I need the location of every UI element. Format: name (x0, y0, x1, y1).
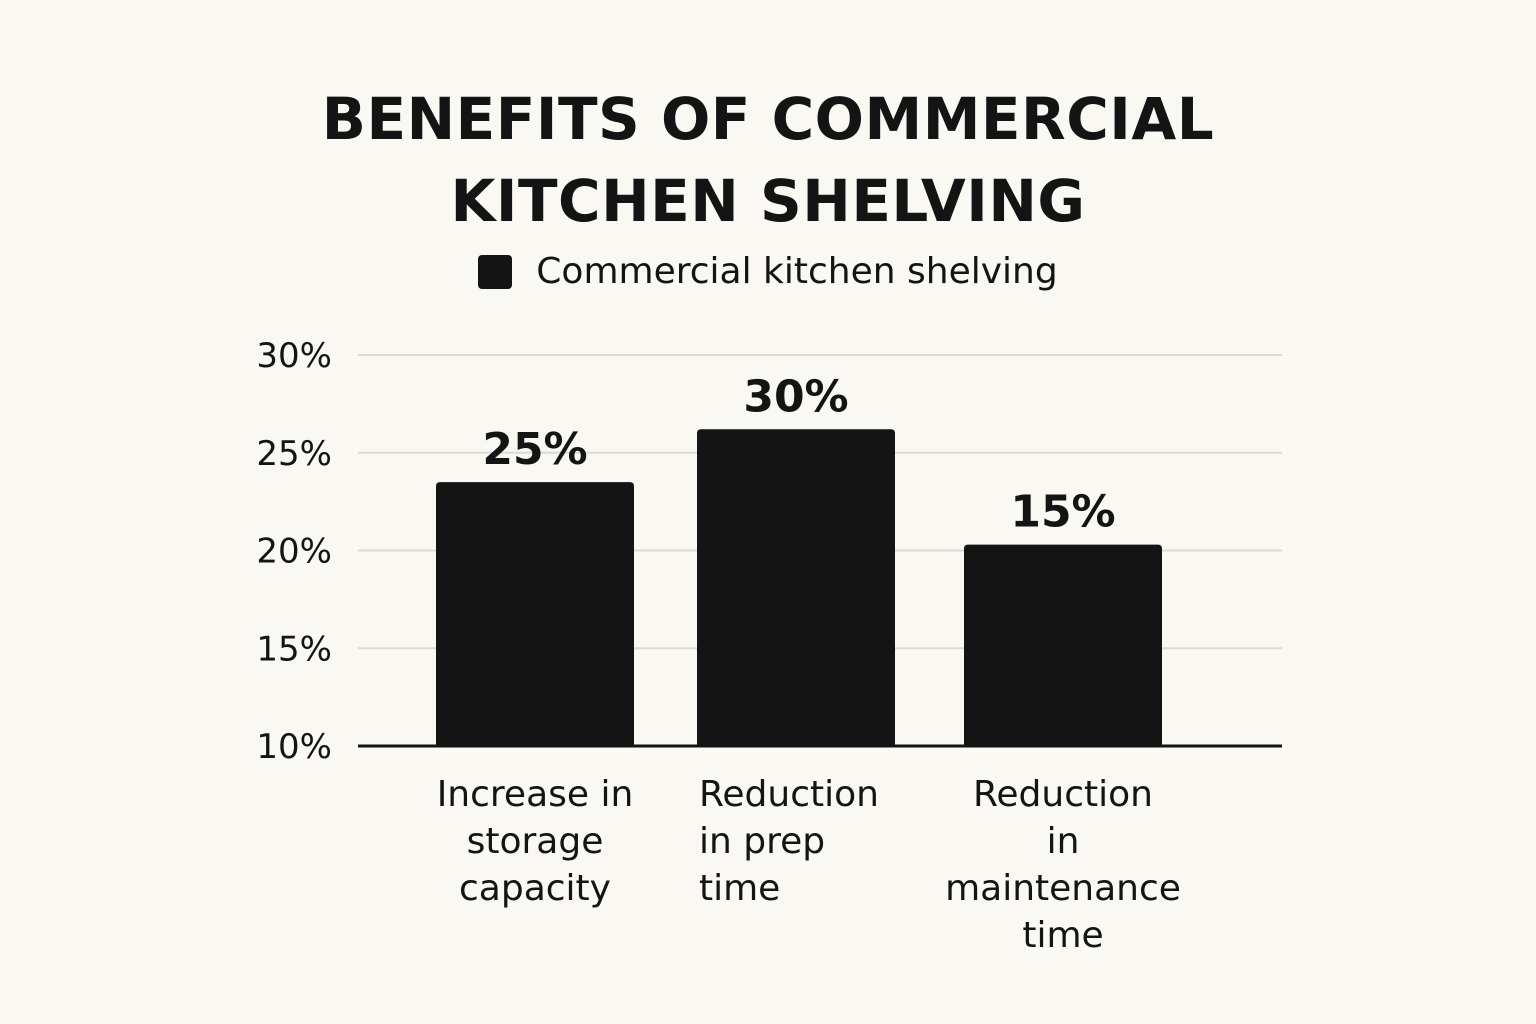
bar (697, 429, 895, 746)
category-label: Increase in storage capacity (437, 774, 634, 909)
category-label-line: storage (467, 821, 604, 862)
y-tick-label: 20% (256, 532, 332, 572)
y-tick-label: 10% (256, 727, 332, 767)
bar-data-label: 30% (743, 371, 848, 422)
legend-swatch (478, 255, 513, 289)
category-label-line: Reduction (699, 774, 879, 815)
category-label-line: time (1022, 915, 1103, 956)
legend: Commercial kitchen shelving (0, 250, 1536, 294)
category-label-line: time (699, 868, 780, 909)
y-tick-label: 15% (256, 629, 332, 669)
bar (436, 482, 634, 746)
data-labels: 25% 30% 15% (482, 371, 1115, 537)
category-label-line: in (1047, 821, 1080, 862)
bar (964, 544, 1162, 746)
y-tick-label: 30% (256, 336, 332, 376)
legend-label: Commercial kitchen shelving (536, 251, 1058, 292)
chart-title: BENEFITS OF COMMERCIAL KITCHEN SHELVING (0, 78, 1536, 242)
category-label-line: in prep (699, 821, 825, 862)
category-label-line: Reduction (973, 774, 1153, 815)
bar-data-label: 15% (1010, 487, 1115, 538)
chart-title-line-2: KITCHEN SHELVING (450, 167, 1086, 235)
bar-data-label: 25% (482, 424, 587, 475)
category-label-line: capacity (459, 868, 611, 909)
category-label: Reduction in maintenance time (945, 774, 1181, 956)
bars (436, 429, 1162, 746)
y-tick-label: 25% (256, 434, 332, 474)
category-label-line: maintenance (945, 868, 1181, 909)
y-axis-ticks: 10% 15% 20% 25% 30% (256, 336, 332, 767)
x-axis-categories: Increase in storage capacity Reduction in pr… (437, 774, 1181, 956)
category-label-line: Increase in (437, 774, 634, 815)
chart-title-line-1: BENEFITS OF COMMERCIAL (321, 85, 1215, 153)
category-label: Reduction in prep time (699, 774, 879, 909)
